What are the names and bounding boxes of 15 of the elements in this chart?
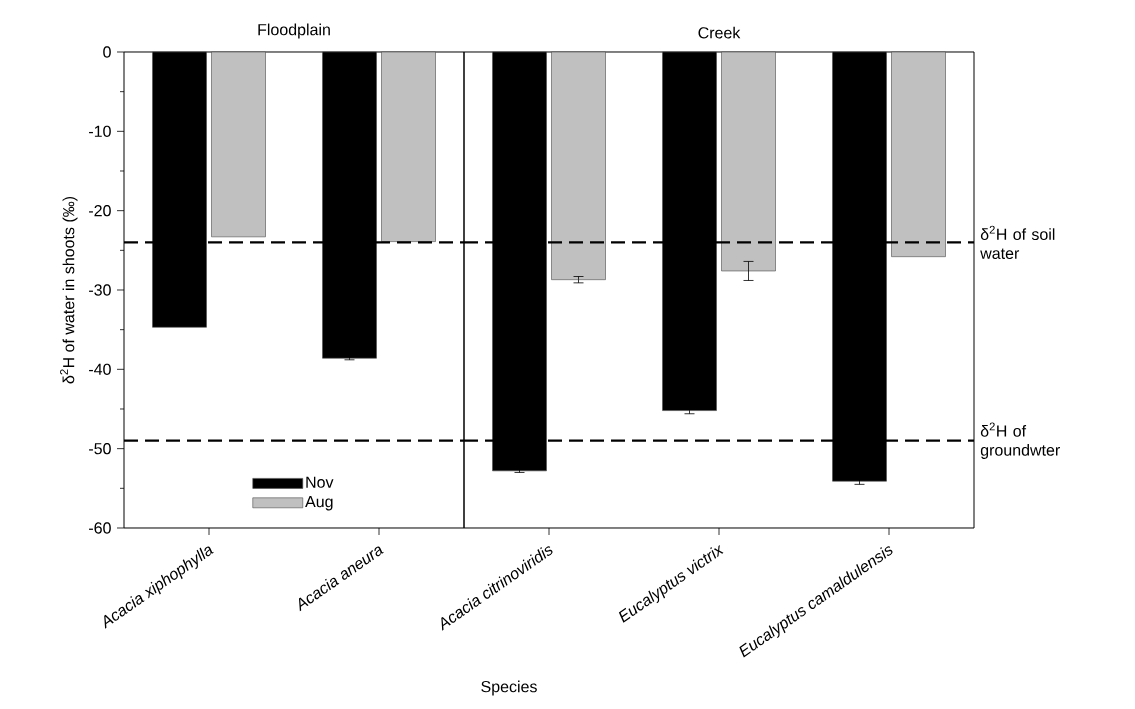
ref-line-label: δ$^{2}$H of soil water (980, 225, 1055, 260)
chart-title: Creek (698, 26, 741, 39)
y-tick-label: -50 (89, 443, 111, 455)
y-tick-label: -60 (89, 522, 111, 534)
y-tick-label: -30 (89, 284, 111, 296)
x-axis-title: Species (481, 680, 537, 696)
y-tick-label: -10 (89, 125, 111, 137)
legend-label: Nov (306, 476, 334, 488)
y-tick-label: -20 (89, 205, 111, 217)
y-tick-label: 0 (103, 46, 111, 58)
chart-title: Floodplain (258, 23, 330, 39)
y-tick-label: -40 (89, 363, 111, 375)
ref-line-label: δ$^{2}$H of groundwter (980, 422, 1060, 459)
y-axis-title: δ$^{2}$H of water in shoots (‰) (60, 196, 78, 384)
legend-label: Aug (305, 496, 333, 511)
